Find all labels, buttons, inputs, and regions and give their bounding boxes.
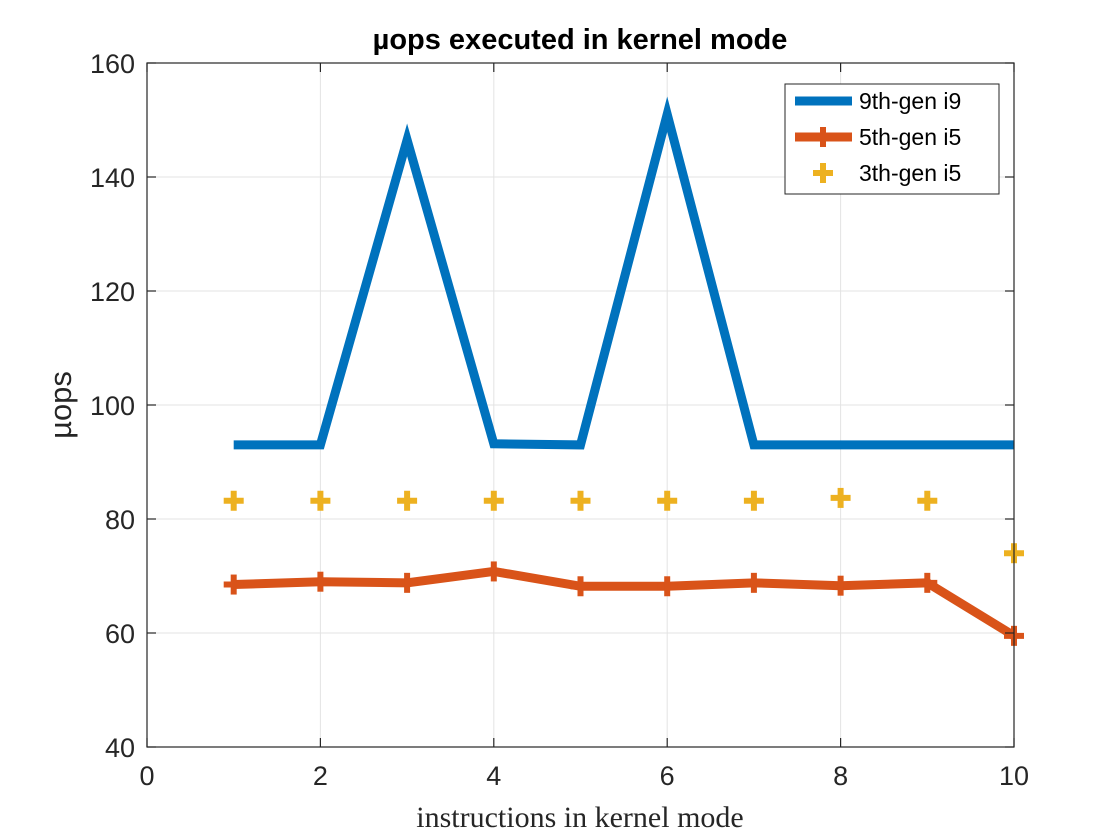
data-point <box>830 575 851 596</box>
series-line <box>233 566 1017 640</box>
axis-ticks <box>146 62 1015 748</box>
y-tick-label: 100 <box>90 391 135 421</box>
x-tick-label: 6 <box>660 761 675 791</box>
data-point <box>310 490 331 511</box>
axis-tick-labels: 0 2 4 6 8 10 40 60 80 100 120 140 160 <box>90 49 1029 791</box>
y-tick-label: 80 <box>105 505 135 535</box>
data-point <box>397 490 418 511</box>
series-1 <box>233 96 1014 450</box>
legend-item: 5th-gen i5 <box>795 124 961 150</box>
data-point <box>657 576 678 597</box>
y-tick-label: 60 <box>105 619 135 649</box>
y-tick-label: 160 <box>90 49 135 79</box>
data-point <box>917 490 938 511</box>
series-2 <box>223 561 1024 646</box>
data-point <box>743 490 764 511</box>
data-point <box>830 487 851 508</box>
data-point <box>310 571 331 592</box>
data-point <box>223 490 244 511</box>
data-point <box>917 572 938 593</box>
data-point <box>483 561 504 582</box>
x-tick-label: 2 <box>313 761 328 791</box>
data-point <box>743 572 764 593</box>
legend-item: 3th-gen i5 <box>813 160 961 186</box>
x-tick-label: 8 <box>833 761 848 791</box>
x-tick-label: 4 <box>486 761 501 791</box>
data-point <box>397 572 418 593</box>
legend-label: 3th-gen i5 <box>859 160 961 186</box>
legend-label: 9th-gen i9 <box>859 88 961 114</box>
x-tick-label: 10 <box>999 761 1029 791</box>
legend: 9th-gen i9 5th-gen i5 3th-gen i5 <box>784 83 1000 195</box>
y-tick-label: 120 <box>90 277 135 307</box>
chart-title: µops executed in kernel mode <box>373 24 788 56</box>
data-point <box>223 574 244 595</box>
x-tick-label: 0 <box>139 761 154 791</box>
data-point <box>483 490 504 511</box>
y-tick-label: 140 <box>90 163 135 193</box>
y-tick-label: 40 <box>105 733 135 763</box>
data-point <box>570 576 591 597</box>
legend-label: 5th-gen i5 <box>859 124 961 150</box>
series-line <box>233 96 1014 450</box>
y-axis-label: µops <box>43 371 78 439</box>
legend-item: 9th-gen i9 <box>795 88 961 114</box>
legend-marker <box>813 127 833 147</box>
data-point <box>570 490 591 511</box>
legend-marker <box>813 163 833 183</box>
x-axis-label: instructions in kernel mode <box>416 801 743 834</box>
data-point <box>657 490 678 511</box>
